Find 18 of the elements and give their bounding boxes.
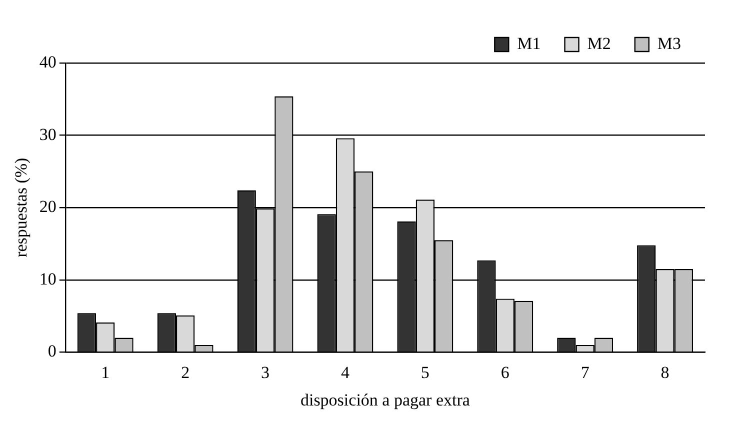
y-tick-label: 30: [39, 124, 56, 144]
y-tick-label: 0: [48, 342, 56, 361]
x-tick-label: 3: [261, 362, 270, 382]
y-axis-title: respuestas (%): [12, 158, 31, 258]
x-tick-label: 4: [340, 362, 350, 382]
y-tick-label: 40: [39, 52, 56, 72]
y-tick-label: 10: [39, 269, 56, 288]
x-tick-label: 7: [580, 362, 590, 382]
x-tick-label: 2: [181, 362, 190, 382]
legend-label: M2: [587, 34, 611, 53]
x-tick-label: 6: [500, 362, 510, 382]
x-axis-title: disposición a pagar extra: [300, 390, 470, 410]
legend-label: M3: [657, 34, 682, 53]
x-tick-label: 8: [660, 362, 670, 382]
y-tick-label: 20: [39, 197, 56, 216]
x-tick-label: 5: [420, 362, 430, 382]
x-tick-label: 1: [101, 362, 110, 382]
legend-label: M1: [517, 34, 541, 53]
